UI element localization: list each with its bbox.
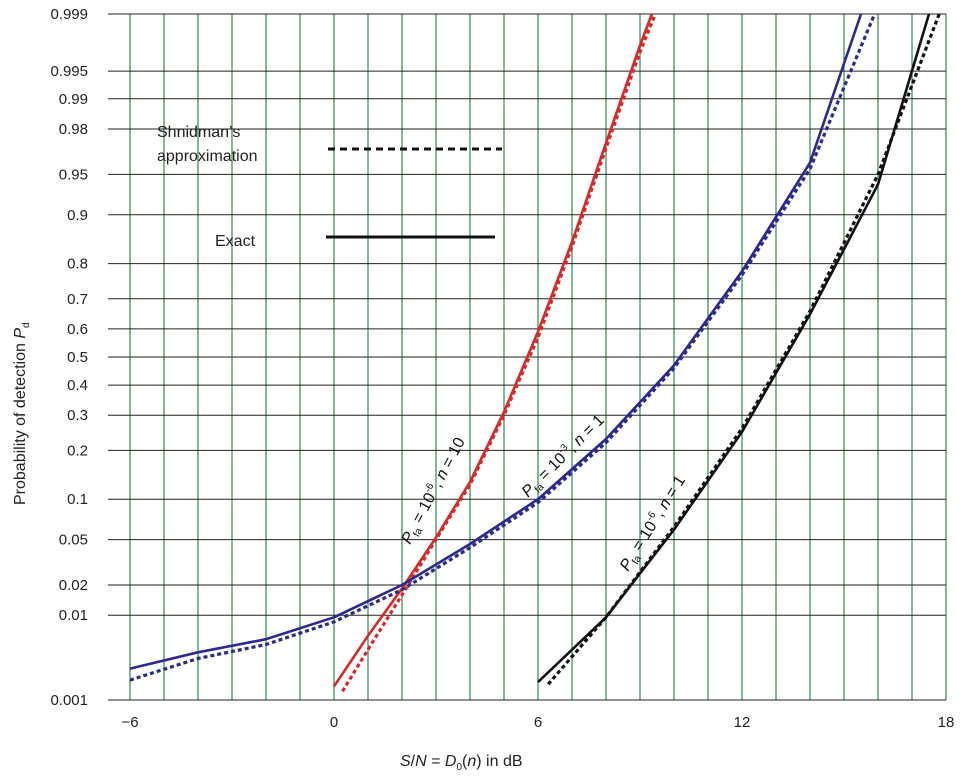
y-tick-label: 0.01	[59, 607, 88, 624]
curve-label-blue: Pfa = 10-3, n = 1	[517, 410, 610, 503]
y-tick-label: 0.999	[50, 6, 88, 23]
series-2-exact-line	[537, 13, 931, 684]
x-axis-ticks: −6 0 6 12 18	[121, 714, 954, 731]
y-tick-label: 0.3	[67, 407, 88, 424]
legend-approx-label-line1: Shnidman’s	[157, 124, 240, 141]
curve-label-red: Pfa = 10-6, n = 10	[397, 434, 472, 548]
svg-text:Pfa = 10-6, n = 1: Pfa = 10-6, n = 1	[615, 472, 691, 576]
x-tick-label: −6	[121, 714, 138, 731]
y-tick-label: 0.7	[67, 291, 88, 308]
y-tick-label: 0.99	[59, 91, 88, 108]
y-tick-label: 0.1	[67, 491, 88, 508]
x-tick-label: 6	[534, 714, 542, 731]
y-tick-label: 0.02	[59, 577, 88, 594]
series-lines	[129, 13, 941, 693]
series-0-exact-line	[332, 13, 654, 688]
svg-text:Probability of detection Pd: Probability of detection Pd	[12, 322, 32, 505]
x-tick-label: 18	[938, 714, 955, 731]
series-2-approx-line	[546, 13, 941, 686]
y-tick-label: 0.98	[59, 121, 88, 138]
curve-label-black: Pfa = 10-6, n = 1	[615, 472, 691, 576]
y-tick-label: 0.8	[67, 256, 88, 273]
y-axis-ticks: 0.001 0.01 0.02 0.05 0.1 0.2 0.3 0.4 0.5 0.6 0.7 0.…	[50, 6, 88, 709]
y-tick-label: 0.2	[67, 442, 88, 459]
x-tick-label: 0	[330, 714, 338, 731]
svg-text:Pfa = 10-6, n = 10: Pfa = 10-6, n = 10	[397, 434, 472, 548]
y-tick-label: 0.05	[59, 532, 88, 549]
y-tick-label: 0.95	[59, 166, 88, 183]
y-tick-label: 0.9	[67, 207, 88, 224]
series-1-approx-line	[129, 13, 877, 682]
y-tick-label: 0.4	[67, 377, 88, 394]
y-axis-title: Probability of detection Pd	[12, 322, 32, 505]
legend-exact-label: Exact	[215, 233, 256, 250]
legend-approx-label-line2: approximation	[157, 148, 258, 165]
series-1-exact-line	[129, 13, 863, 670]
y-tick-label: 0.001	[50, 692, 88, 709]
y-tick-label: 0.5	[67, 349, 88, 366]
y-tick-label: 0.6	[67, 321, 88, 338]
svg-text:Pfa = 10-3, n = 1: Pfa = 10-3, n = 1	[517, 410, 610, 503]
legend: Shnidman’s approximation Exact	[157, 124, 502, 250]
series-0-approx-line	[341, 13, 657, 693]
y-tick-label: 0.995	[50, 63, 88, 80]
x-tick-label: 12	[734, 714, 751, 731]
x-axis-title: S/N = D0(n) in dB	[400, 753, 523, 773]
